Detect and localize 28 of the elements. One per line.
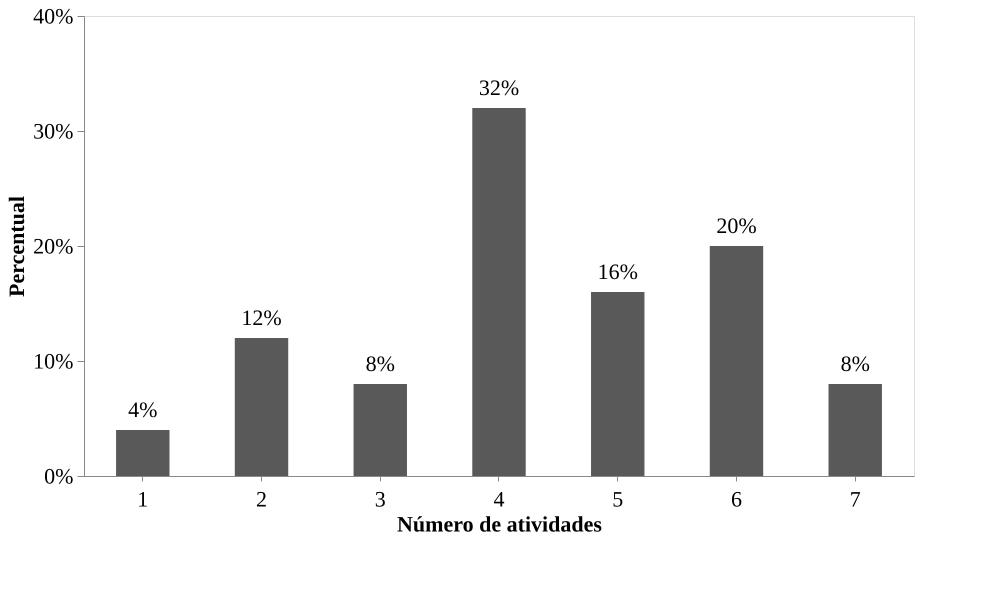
y-tick-label: 10% [33,348,74,374]
data-label: 16% [598,259,638,284]
x-tick-label: 6 [730,486,742,512]
x-tick-label: 4 [494,486,504,512]
bar [828,384,882,476]
x-tick-label: 1 [137,486,148,512]
y-axis-title: Percentual [4,196,30,298]
data-label: 20% [716,213,757,238]
x-tick-label: 5 [612,486,624,512]
bar [116,430,170,476]
bar [354,384,407,476]
bar [472,108,526,476]
y-tick-label: 0% [44,464,74,488]
x-tick-label: 2 [256,486,268,512]
y-tick-label: 30% [33,118,74,144]
x-tick-label: 7 [850,486,861,512]
bar [710,246,764,476]
data-label: 4% [128,397,158,422]
data-label: 12% [241,305,282,330]
x-tick-label: 3 [374,486,386,512]
bar [234,338,288,476]
y-tick-label: 40% [33,4,74,28]
data-label: 8% [840,351,870,376]
bar [591,292,644,476]
data-label: 8% [366,351,395,376]
x-axis-title: Número de atividades [397,512,602,536]
y-tick-label: 20% [33,234,74,258]
data-label: 32% [478,75,520,100]
